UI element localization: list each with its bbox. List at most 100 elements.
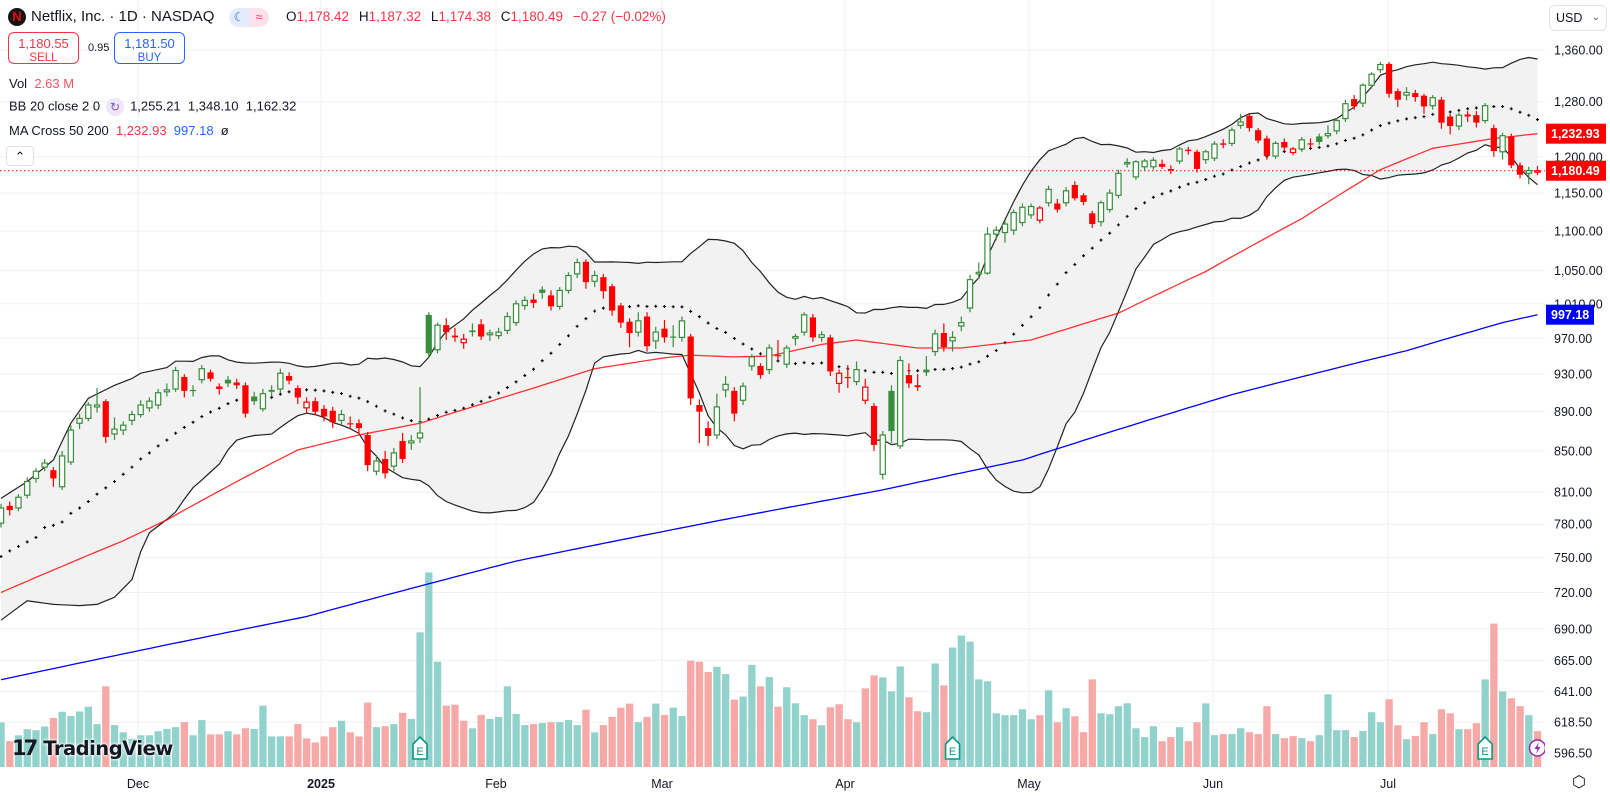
candle[interactable] [1123,158,1131,168]
candle[interactable] [1132,160,1140,180]
candle[interactable] [128,410,136,426]
candle[interactable] [224,376,232,388]
candle[interactable] [1080,193,1087,206]
candle[interactable] [163,383,171,397]
candle[interactable] [931,329,939,357]
candle[interactable] [1420,93,1428,114]
candle[interactable] [23,477,31,499]
ma-cross-legend[interactable]: MA Cross 50 200 1,232.93 997.18 ø [9,123,229,138]
candle[interactable] [1342,99,1349,122]
event-marker[interactable] [1528,739,1545,757]
candle[interactable] [1071,181,1078,201]
tradingview-logo[interactable]: 17 TradingView [12,736,173,760]
candle[interactable] [530,293,537,309]
candle[interactable] [1516,162,1524,179]
moon-icon[interactable]: ☾ [229,8,249,27]
candle[interactable] [818,331,825,342]
candle[interactable] [626,318,633,348]
candle[interactable] [216,383,223,395]
candle[interactable] [1490,124,1497,157]
candle[interactable] [635,312,642,337]
candle[interactable] [1150,157,1157,170]
candle[interactable] [1272,141,1279,159]
candle[interactable] [600,273,607,299]
candle[interactable] [862,378,869,405]
candle[interactable] [1141,158,1148,172]
candle[interactable] [1534,165,1541,176]
candle[interactable] [556,287,563,310]
candle[interactable] [949,331,956,352]
candle[interactable] [1464,111,1471,122]
candle[interactable] [870,403,878,451]
candle[interactable] [1281,138,1288,152]
candle[interactable] [102,399,109,443]
candle[interactable] [408,435,415,450]
candle[interactable] [609,283,616,316]
candle[interactable] [338,409,345,425]
candle[interactable] [722,376,729,398]
earnings-marker[interactable]: E [1477,735,1493,760]
candle[interactable] [888,385,895,443]
candle[interactable] [1307,138,1314,149]
candle[interactable] [329,406,336,429]
candle[interactable] [1429,95,1436,110]
time-axis[interactable]: Dec 2025 Feb Mar Apr May Jun Jul [127,777,1396,791]
candle[interactable] [1394,88,1401,108]
candle[interactable] [923,356,930,377]
approx-wave-icon[interactable]: ≈ [249,8,269,27]
candle[interactable] [853,361,860,386]
candle[interactable] [573,258,581,279]
candle[interactable] [451,327,459,342]
candle[interactable] [172,366,179,392]
candle[interactable] [1097,200,1105,227]
price-label-ma200[interactable]: 997.18 [1546,304,1594,325]
candle[interactable] [1447,113,1454,135]
candle[interactable] [958,316,965,332]
candle[interactable] [1359,83,1367,108]
settings-icon[interactable]: ⬡ [1572,774,1586,791]
candle[interactable] [443,318,450,341]
candle[interactable] [1412,89,1419,102]
candle[interactable] [495,327,502,340]
price-axis[interactable]: 1,360.001,280.001,200.001,150.001,100.00… [1546,44,1606,761]
candle[interactable] [1019,203,1026,227]
candle[interactable] [460,333,467,349]
candle[interactable] [294,385,301,405]
candle[interactable] [1211,141,1218,162]
candle[interactable] [76,413,83,430]
candle[interactable] [539,286,546,299]
candle[interactable] [207,369,214,382]
candle[interactable] [58,450,66,490]
candle[interactable] [1089,211,1096,228]
candle[interactable] [137,400,144,418]
candle[interactable] [766,344,773,375]
candle[interactable] [390,447,398,472]
candle[interactable] [364,432,371,472]
candle[interactable] [1333,117,1340,135]
candle[interactable] [1027,203,1035,219]
candle[interactable] [1045,185,1052,207]
candle[interactable] [50,467,57,487]
candle[interactable] [792,333,799,346]
currency-dropdown[interactable]: USD ⌄ [1549,5,1607,31]
candle[interactable] [504,312,511,334]
candle[interactable] [268,385,275,397]
candle[interactable] [687,333,694,406]
candle[interactable] [233,378,240,389]
candle[interactable] [835,369,843,393]
candle[interactable] [1246,113,1253,132]
candle[interactable] [198,365,205,384]
candle[interactable] [181,374,188,398]
candle[interactable] [0,503,5,528]
candle[interactable] [32,468,40,483]
candle[interactable] [1185,146,1192,155]
candle[interactable] [154,388,162,409]
candle[interactable] [1499,132,1506,160]
candle[interactable] [355,419,363,436]
candle[interactable] [896,356,904,449]
candle[interactable] [1385,62,1393,98]
candle[interactable] [303,397,310,414]
candle[interactable] [1455,112,1463,131]
candle[interactable] [6,501,13,516]
